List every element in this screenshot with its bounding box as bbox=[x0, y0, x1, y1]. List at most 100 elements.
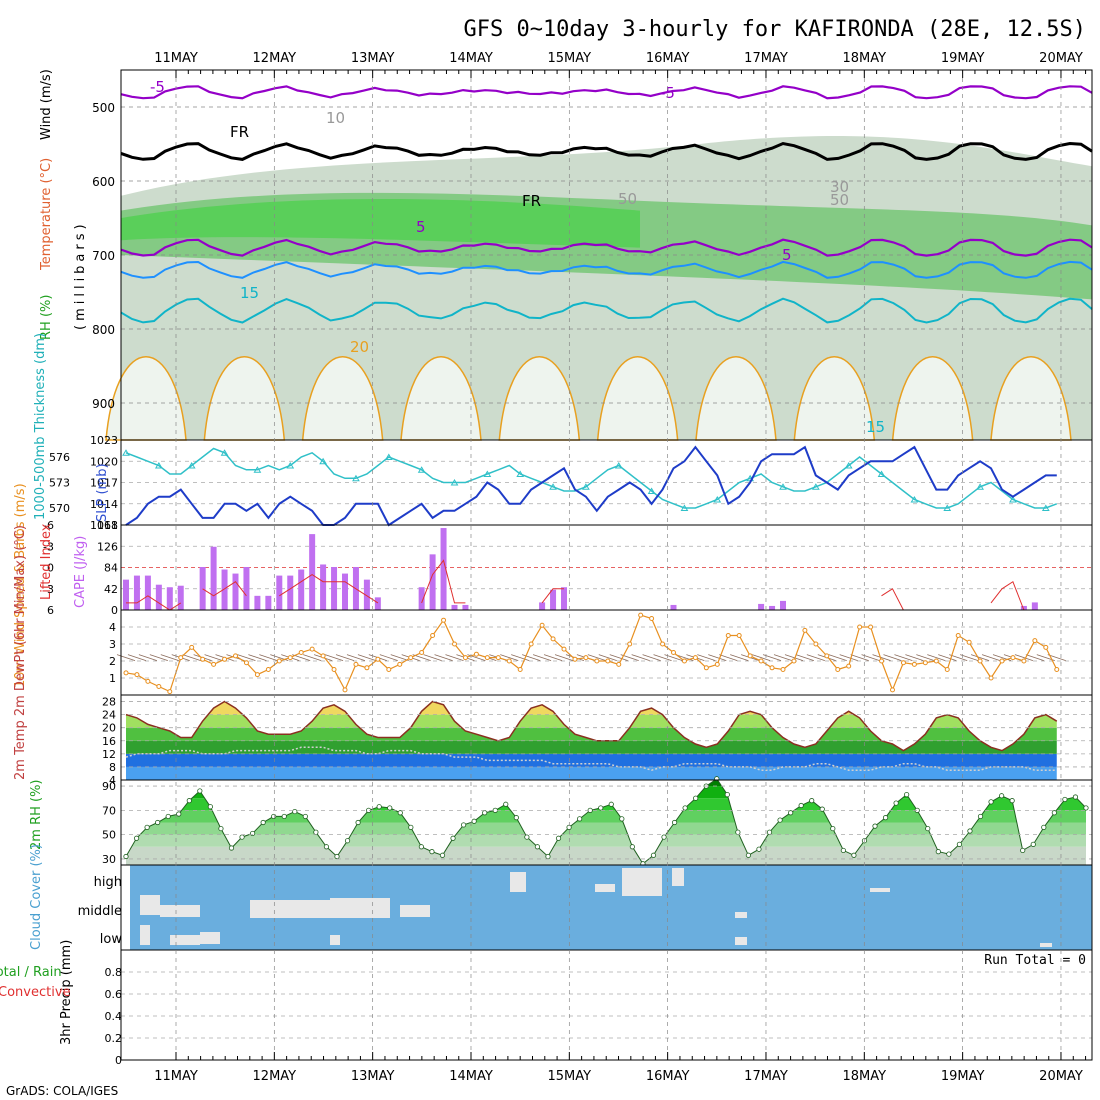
rh-point bbox=[218, 825, 224, 832]
temp-contour-10 bbox=[120, 260, 1093, 279]
rh-point bbox=[207, 804, 213, 810]
wind-point bbox=[791, 658, 797, 664]
lifted-index-line bbox=[126, 559, 1025, 611]
cape-ytick: 42 bbox=[104, 583, 118, 596]
wind-barb bbox=[532, 654, 552, 661]
rh-point bbox=[693, 795, 699, 801]
rh-point bbox=[450, 835, 456, 841]
thickness-ytick: 576 bbox=[49, 451, 70, 464]
cape-bar bbox=[276, 575, 283, 610]
li-ytick: -6 bbox=[43, 519, 54, 532]
wind-point bbox=[298, 650, 304, 655]
wind-point bbox=[539, 622, 545, 628]
date-label-bottom: 18MAY bbox=[843, 1069, 887, 1084]
wind-point bbox=[583, 655, 589, 661]
rh-point bbox=[788, 810, 794, 816]
rh-point bbox=[123, 853, 129, 860]
contour-label: FR bbox=[522, 192, 541, 210]
wind-barb bbox=[850, 654, 869, 661]
rh-point bbox=[281, 813, 287, 820]
rh-point bbox=[260, 819, 266, 826]
wind-barb bbox=[335, 654, 355, 661]
rh-point bbox=[935, 849, 941, 855]
wind-point bbox=[473, 651, 479, 657]
wind-ytick: 2 bbox=[109, 655, 116, 668]
thickness-point bbox=[549, 483, 557, 490]
cape-bar bbox=[254, 595, 261, 610]
date-label-bottom: 11MAY bbox=[154, 1069, 198, 1084]
cloud-cover-label: Cloud Cover (%) bbox=[29, 844, 44, 950]
thickness-point bbox=[877, 470, 886, 477]
thickness-point bbox=[319, 457, 327, 465]
precip-convective-legend: Convective bbox=[0, 985, 71, 1000]
rh-ytick: 70 bbox=[102, 804, 116, 817]
wind-point bbox=[254, 672, 260, 678]
rh-point bbox=[492, 807, 498, 813]
wind-barb bbox=[182, 654, 201, 661]
rh-point bbox=[1062, 796, 1068, 803]
thickness-point bbox=[713, 496, 722, 503]
thickness-point bbox=[450, 479, 459, 486]
rh-point bbox=[956, 841, 963, 847]
rh-point bbox=[313, 829, 319, 835]
slp-ytick: 1020 bbox=[90, 455, 118, 468]
wind-point bbox=[276, 658, 282, 664]
dewpt-line bbox=[125, 746, 1057, 771]
lifted-index-label: Lifted Index bbox=[39, 523, 54, 600]
rh-point bbox=[629, 844, 635, 850]
rh-point bbox=[766, 829, 773, 835]
contour-label: 50 bbox=[618, 190, 637, 208]
wind-point bbox=[145, 678, 151, 684]
rh-point bbox=[555, 835, 562, 841]
rh-point bbox=[798, 802, 804, 809]
ua-ytick: 700 bbox=[92, 249, 115, 263]
thickness-point bbox=[811, 483, 820, 490]
rh-point bbox=[1020, 847, 1026, 854]
ua-ytick: 800 bbox=[92, 323, 115, 337]
wind-point bbox=[714, 661, 720, 667]
wind-barb bbox=[598, 654, 617, 661]
precip-ytick: 0.6 bbox=[105, 988, 123, 1001]
wind-point bbox=[1032, 638, 1038, 644]
rh-point bbox=[197, 788, 203, 794]
wind-point bbox=[375, 656, 381, 662]
temp-ytick: 8 bbox=[109, 761, 116, 774]
wind-barb bbox=[894, 654, 913, 661]
wind-point bbox=[200, 656, 206, 662]
cape-bar bbox=[561, 587, 567, 610]
precip-ytick: 0.2 bbox=[105, 1032, 123, 1045]
date-label-top: 17MAY bbox=[744, 51, 788, 66]
cape-bar bbox=[539, 602, 546, 610]
rh-point bbox=[1051, 810, 1057, 816]
temp-contour-15 bbox=[120, 297, 1093, 324]
wind-point bbox=[890, 687, 895, 693]
thickness-point bbox=[647, 487, 656, 494]
rh-point bbox=[682, 805, 688, 811]
wind-barb bbox=[653, 654, 672, 661]
rh-point bbox=[239, 834, 245, 840]
rh-panel: 90 70 50 30 bbox=[102, 776, 1092, 867]
thickness-label: 1000-500mb Thickness (dm) bbox=[33, 333, 48, 520]
wind-barb bbox=[697, 654, 716, 661]
wind-point bbox=[824, 653, 830, 659]
wind-barb bbox=[872, 654, 891, 661]
cape-bar bbox=[265, 595, 272, 610]
temp-band bbox=[126, 714, 1057, 728]
wind-barb bbox=[631, 654, 650, 661]
wind-ytick: 3 bbox=[109, 638, 116, 651]
rh-point bbox=[545, 853, 551, 860]
contour-label: 15 bbox=[866, 418, 885, 436]
wind-point bbox=[758, 658, 764, 664]
temp-2m-label: 2m Temp 2m DewPt (6hr Min/Max) (°C) bbox=[13, 525, 28, 780]
precip-total-legend: Total / Rain bbox=[0, 965, 62, 980]
wind-speed-line bbox=[125, 614, 1058, 693]
wind-point bbox=[1054, 667, 1060, 672]
wind-point bbox=[802, 627, 808, 633]
rh-point bbox=[999, 793, 1005, 799]
wind-barb bbox=[346, 654, 366, 661]
rh-point bbox=[439, 852, 446, 858]
rh-point bbox=[851, 852, 857, 858]
cape-bar bbox=[429, 554, 436, 610]
cloud-patch bbox=[250, 900, 330, 918]
